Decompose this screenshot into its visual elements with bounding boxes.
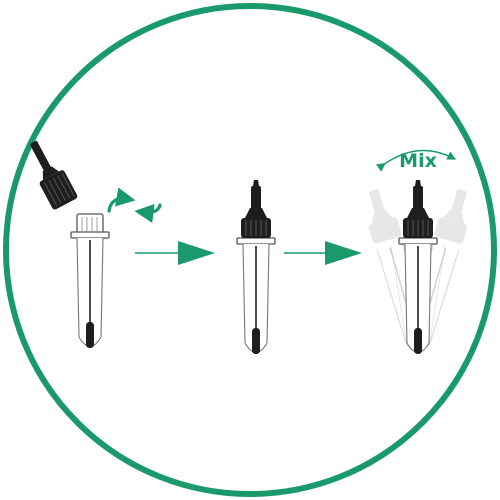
tube-neck <box>76 213 104 235</box>
step-3-group: Mix <box>368 149 468 355</box>
cap-mixing <box>402 179 434 239</box>
step-1-group <box>30 141 162 349</box>
cap-tilted <box>30 141 78 210</box>
step-2-group <box>236 179 276 355</box>
circle-frame <box>3 3 497 497</box>
right-arrow-icon <box>135 241 215 265</box>
mix-label: Mix <box>399 150 437 172</box>
right-arrow-icon <box>284 241 362 265</box>
tube-closed <box>236 237 276 355</box>
tube-open <box>70 231 110 349</box>
rotate-arrows-icon <box>107 187 162 223</box>
cap-on-tube <box>240 179 272 239</box>
curved-double-arrow-icon <box>375 149 457 172</box>
